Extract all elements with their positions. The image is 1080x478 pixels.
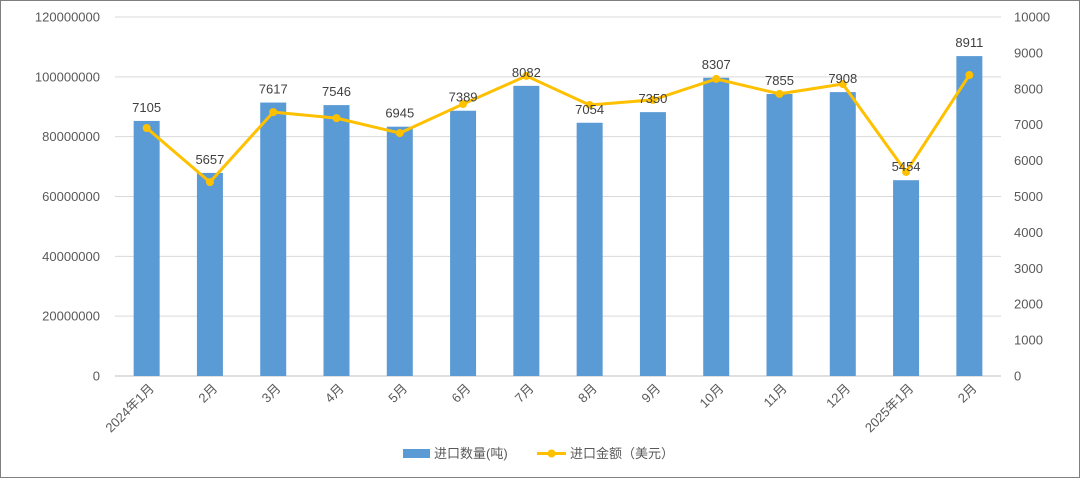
y-right-tick-label: 1000: [1014, 333, 1043, 348]
line-marker-14: [965, 71, 974, 80]
bar-data-label: 7617: [259, 82, 288, 97]
bar-1: [133, 120, 160, 376]
line-series: [142, 71, 974, 187]
bar-data-label: 8082: [512, 65, 541, 80]
bar-4: [323, 105, 350, 376]
bar-6: [450, 110, 477, 377]
legend-marker-swatch: [547, 449, 556, 458]
bar-11: [766, 94, 793, 377]
bar-14: [956, 56, 983, 377]
legend-bar-swatch: [403, 449, 430, 458]
line-marker-7: [522, 71, 531, 80]
bar-data-label: 7908: [828, 71, 857, 86]
y-right-tick-label: 3000: [1014, 261, 1043, 276]
y-right-tick-label: 9000: [1014, 45, 1043, 60]
line-marker-12: [838, 80, 847, 89]
y-right-tick-label: 0: [1014, 369, 1021, 384]
bar-12: [829, 92, 856, 377]
y-left-tick-label: 80000000: [42, 129, 100, 144]
y-right-tick-label: 7000: [1014, 117, 1043, 132]
line-marker-4: [332, 114, 341, 123]
legend-label-value: 进口金额（美元）: [570, 446, 674, 461]
bar-data-label: 5657: [195, 152, 224, 167]
y-right-tick-label: 4000: [1014, 225, 1043, 240]
bar-7: [513, 85, 540, 376]
legend-label-quantity: 进口数量(吨): [434, 446, 508, 461]
bar-data-label: 7105: [132, 100, 161, 115]
line-marker-13: [902, 167, 911, 176]
y-left-tick-label: 60000000: [42, 189, 100, 204]
y-left-tick-label: 100000000: [35, 69, 100, 84]
line-marker-8: [585, 100, 594, 109]
y-axis-left: 0 20000000 40000000 60000000 80000000 1000000…: [35, 10, 100, 384]
line-marker-6: [459, 100, 468, 109]
bar-data-label: 7054: [575, 102, 604, 117]
y-left-tick-label: 20000000: [42, 309, 100, 324]
legend: 进口数量(吨) 进口金额（美元）: [403, 446, 674, 461]
bar-10: [703, 77, 730, 377]
bar-5: [386, 126, 413, 376]
y-right-tick-label: 6000: [1014, 153, 1043, 168]
bar-data-label: 7350: [638, 91, 667, 106]
bar-data-label: 8911: [955, 35, 983, 50]
line-marker-2: [205, 178, 214, 187]
line-marker-9: [648, 95, 657, 104]
bar-data-label: 7546: [322, 84, 351, 99]
line-marker-3: [269, 108, 278, 117]
bar-8: [576, 122, 603, 376]
import-value-line: [145, 74, 971, 184]
y-left-tick-label: 0: [93, 369, 100, 384]
line-marker-1: [142, 123, 151, 132]
bar-3: [260, 102, 287, 377]
bar-data-label: 7855: [765, 73, 794, 88]
y-right-tick-label: 8000: [1014, 81, 1043, 96]
line-marker-5: [395, 129, 404, 138]
bar-data-labels: 7105 5657 7617 7546 6945 7389 8082 7054 7350 8307…: [132, 35, 983, 174]
y-left-tick-label: 40000000: [42, 249, 100, 264]
y-left-tick-label: 120000000: [35, 10, 100, 25]
bar-data-label: 8307: [702, 57, 731, 72]
bar-9: [639, 112, 666, 376]
bar-data-label: 7389: [449, 90, 478, 105]
bar-2: [196, 172, 223, 376]
line-marker-10: [712, 74, 721, 83]
y-right-tick-label: 5000: [1014, 189, 1043, 204]
bar-13: [893, 180, 920, 376]
bar-data-label: 5454: [892, 159, 921, 174]
y-right-tick-label: 2000: [1014, 297, 1043, 312]
y-right-tick-label: 10000: [1014, 10, 1050, 25]
bar-data-label: 6945: [385, 106, 414, 121]
y-axis-right: 0 1000 2000 3000 4000 5000 6000 7000 8000 9000 100…: [1014, 10, 1050, 384]
line-marker-11: [775, 89, 784, 98]
bar-series: [133, 56, 983, 377]
